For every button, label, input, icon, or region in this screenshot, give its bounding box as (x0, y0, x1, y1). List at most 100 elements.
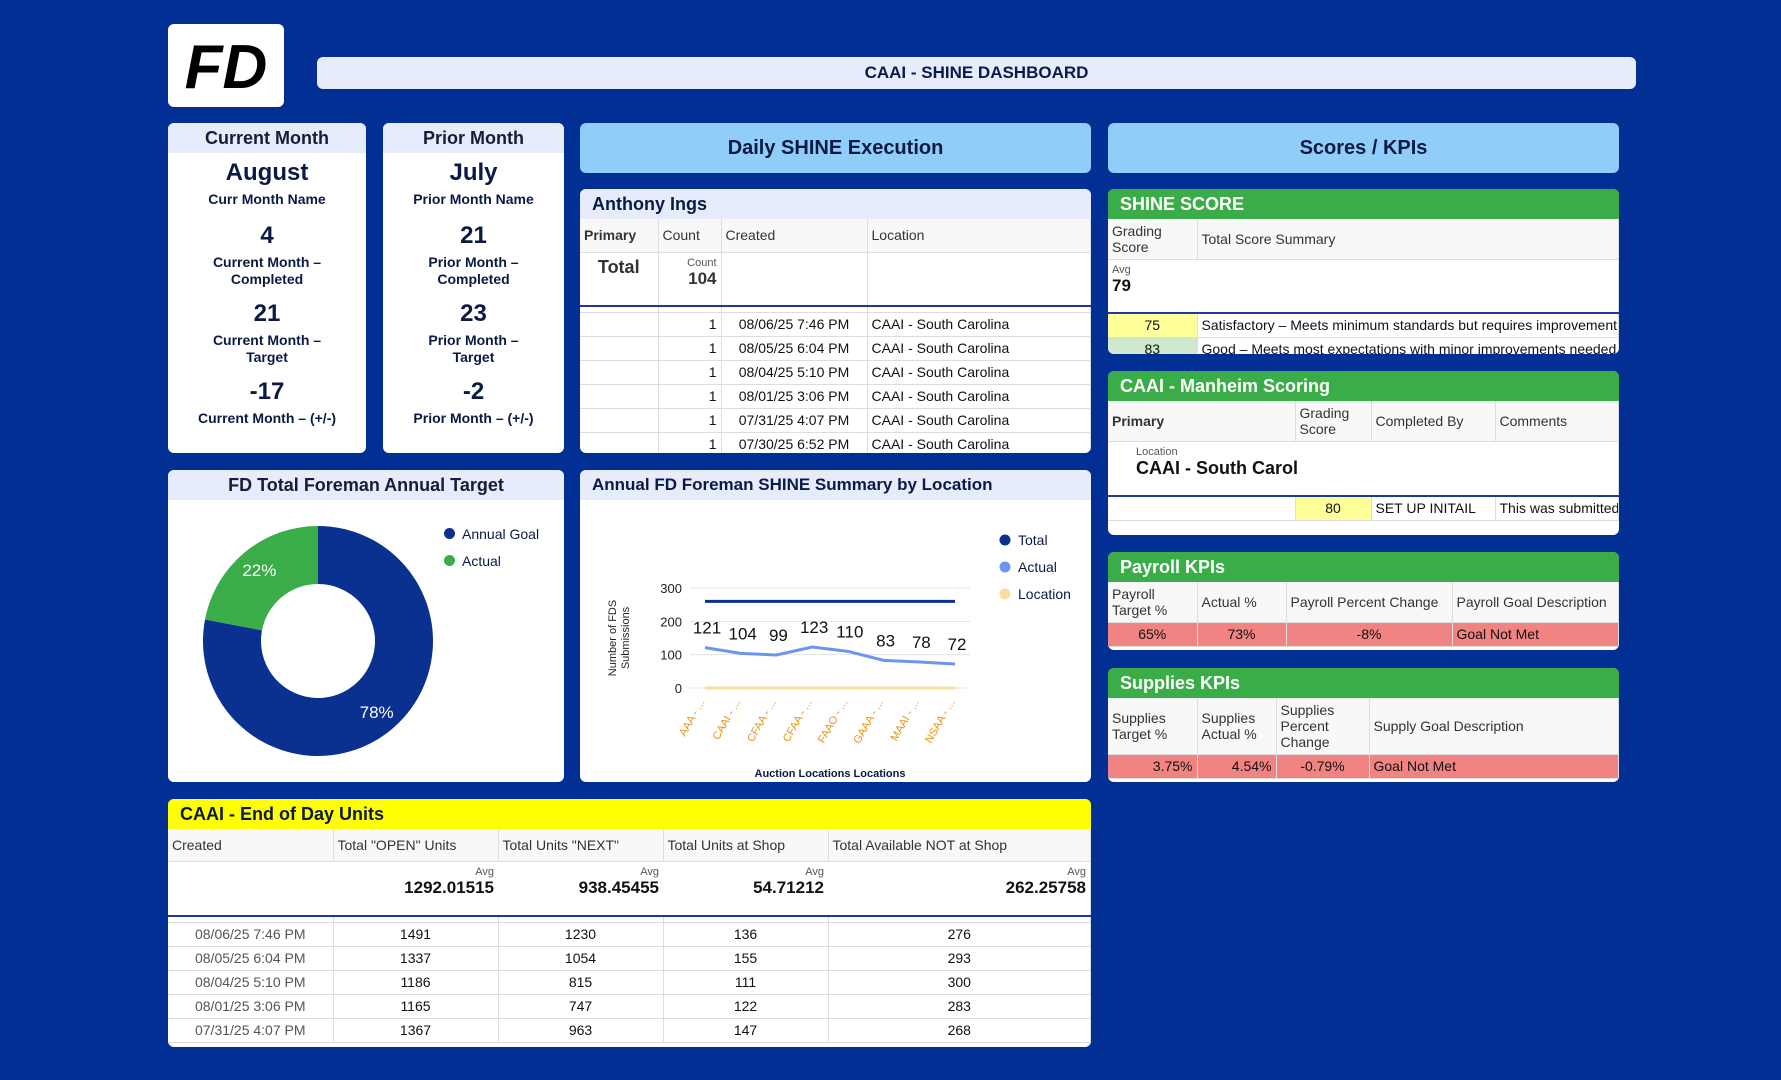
line-chart-title: Annual FD Foreman SHINE Summary by Locat… (580, 470, 1091, 500)
col-primary[interactable]: Primary (580, 219, 659, 253)
y-tick-label: 300 (660, 581, 682, 596)
x-tick-label: CFAA - ... (781, 698, 815, 745)
data-label: 99 (769, 626, 788, 645)
col-completed-by[interactable]: Completed By (1371, 401, 1496, 442)
legend-dot-icon (444, 528, 455, 539)
table-row[interactable]: 08/01/25 3:06 PM 1165 747 122 283 (168, 994, 1091, 1019)
supplies-kpis-card: Supplies KPIs Supplies Target % Supplies… (1108, 668, 1619, 782)
data-label: 78 (912, 633, 931, 652)
col-payroll-goal-desc[interactable]: Payroll Goal Description (1452, 582, 1619, 623)
x-tick-label: GAAA - ... (851, 698, 886, 746)
col-created[interactable]: Created (168, 829, 334, 862)
data-label: 72 (948, 635, 967, 654)
donut-slice-annual-goal[interactable] (203, 526, 433, 756)
table-row[interactable]: 07/31/25 4:07 PM 1367 963 147 268 (168, 1018, 1091, 1043)
count-total: 104 (688, 268, 717, 288)
col-primary[interactable]: Primary (1108, 401, 1296, 442)
anthony-ings-card: Anthony Ings Primary Count Created Locat… (580, 189, 1091, 453)
fd-logo: FD (168, 24, 284, 107)
col-grading-score[interactable]: Grading Score (1108, 219, 1198, 260)
shine-score-table: Grading Score Total Score Summary Avg 79… (1108, 219, 1619, 354)
x-tick-label: CAAI - ... (711, 698, 744, 743)
legend-actual[interactable]: Actual (444, 547, 539, 574)
data-label: 104 (729, 624, 757, 643)
table-row[interactable]: 1 07/31/25 4:07 PM CAAI - South Carolina (580, 408, 1091, 433)
col-payroll-target[interactable]: Payroll Target % (1108, 582, 1198, 623)
legend-total[interactable]: Total (1018, 532, 1048, 548)
col-supply-goal-desc[interactable]: Supply Goal Description (1369, 698, 1619, 755)
col-payroll-change[interactable]: Payroll Percent Change (1286, 582, 1453, 623)
donut-legend: Annual Goal Actual (444, 520, 539, 574)
col-supplies-change[interactable]: Supplies Percent Change (1276, 698, 1370, 755)
count-label: Count (687, 256, 717, 269)
table-row[interactable]: 08/04/25 5:10 PM 1186 815 111 300 (168, 970, 1091, 995)
shine-avg: 79 (1112, 275, 1131, 295)
legend-location[interactable]: Location (1018, 586, 1071, 602)
col-supplies-target[interactable]: Supplies Target % (1108, 698, 1198, 755)
manheim-location: CAAI - South Carol (1136, 457, 1298, 478)
col-count[interactable]: Count (658, 219, 722, 253)
fd-logo-icon: FD (185, 33, 268, 102)
col-shop-units[interactable]: Total Units at Shop (663, 829, 829, 862)
table-row[interactable]: 1 08/06/25 7:46 PM CAAI - South Carolina (580, 312, 1091, 337)
donut-chart-title: FD Total Foreman Annual Target (168, 470, 564, 500)
table-row[interactable]: 80 SET UP INITAIL This was submitted (1108, 496, 1619, 521)
scores-kpis-header: Scores / KPIs (1108, 123, 1619, 173)
table-row[interactable]: 3.75% 4.54% -0.79% Goal Not Met (1108, 754, 1619, 779)
col-actual[interactable]: Actual % (1197, 582, 1287, 623)
x-axis-label: Auction Locations Locations (755, 768, 906, 780)
legend-actual[interactable]: Actual (1018, 559, 1057, 575)
col-next-units[interactable]: Total Units "NEXT" (498, 829, 664, 862)
avg-shop-cell: Avg 54.71212 (663, 861, 828, 917)
col-total-score-summary[interactable]: Total Score Summary (1197, 219, 1619, 260)
prior-month-name: July (449, 159, 498, 186)
table-row[interactable]: 75 Satisfactory – Meets minimum standard… (1108, 313, 1619, 338)
current-month-completed-label: Current Month – Completed (212, 254, 322, 287)
eod-title: CAAI - End of Day Units (168, 799, 1091, 829)
table-row[interactable]: 1 08/04/25 5:10 PM CAAI - South Carolina (580, 360, 1091, 385)
supplies-title: Supplies KPIs (1108, 668, 1619, 698)
col-comments[interactable]: Comments (1495, 401, 1619, 442)
col-available-not-shop[interactable]: Total Available NOT at Shop (828, 829, 1091, 862)
x-tick-label: AAA - ... (677, 698, 708, 739)
data-label: 123 (800, 618, 828, 637)
manheim-scoring-card: CAAI - Manheim Scoring Primary Grading S… (1108, 371, 1619, 535)
current-month-card: Current Month August Curr Month Name 4 C… (168, 123, 366, 453)
x-tick-label: NSAA - ... (923, 698, 958, 746)
table-row[interactable]: 1 08/05/25 6:04 PM CAAI - South Carolina (580, 336, 1091, 361)
prior-month-completed-label: Prior Month – Completed (428, 254, 519, 287)
total-label: Total (580, 252, 659, 307)
daily-shine-header: Daily SHINE Execution (580, 123, 1091, 173)
y-tick-label: 200 (660, 614, 682, 629)
current-month-title: Current Month (168, 123, 366, 153)
table-row[interactable]: 08/05/25 6:04 PM 1337 1054 155 293 (168, 946, 1091, 971)
page-title: CAAI - SHINE DASHBOARD (317, 57, 1636, 89)
payroll-table: Payroll Target % Actual % Payroll Percen… (1108, 582, 1619, 647)
table-row[interactable]: 1 07/30/25 6:52 PM CAAI - South Carolina (580, 432, 1091, 453)
series-line-actual[interactable] (704, 645, 956, 666)
donut-slice-label: 78% (360, 703, 394, 722)
col-open-units[interactable]: Total "OPEN" Units (333, 829, 499, 862)
current-month-target: 21 (253, 300, 281, 327)
col-supplies-actual[interactable]: Supplies Actual % (1197, 698, 1277, 755)
legend-dot-icon (999, 561, 1011, 573)
table-row[interactable]: 08/06/25 7:46 PM 1491 1230 136 276 (168, 922, 1091, 947)
manheim-table: Primary Grading Score Completed By Comme… (1108, 401, 1619, 521)
prior-month-completed: 21 (460, 222, 487, 249)
y-axis-label: Number of FDSSubmissions (607, 600, 632, 676)
donut-slice-actual[interactable] (205, 526, 318, 631)
col-location[interactable]: Location (867, 219, 1091, 253)
legend-annual-goal[interactable]: Annual Goal (444, 520, 539, 547)
table-row[interactable]: 1 08/01/25 3:06 PM CAAI - South Carolina (580, 384, 1091, 409)
legend-dot-icon (999, 534, 1011, 546)
table-row[interactable]: 83 Good – Meets most expectations with m… (1108, 337, 1619, 354)
y-tick-label: 0 (675, 681, 682, 696)
prior-month-diff-label: Prior Month – (+/-) (413, 410, 534, 426)
legend-dot-icon (444, 555, 455, 566)
anthony-ings-table: Primary Count Created Location Total Cou… (580, 219, 1091, 453)
donut-chart-card: FD Total Foreman Annual Target 78% 22% An… (168, 470, 564, 782)
col-created[interactable]: Created (721, 219, 868, 253)
col-grading-score[interactable]: Grading Score (1295, 401, 1372, 442)
table-row[interactable]: 65% 73% -8% Goal Not Met (1108, 622, 1619, 647)
x-tick-label: MAAI - ... (889, 698, 922, 744)
